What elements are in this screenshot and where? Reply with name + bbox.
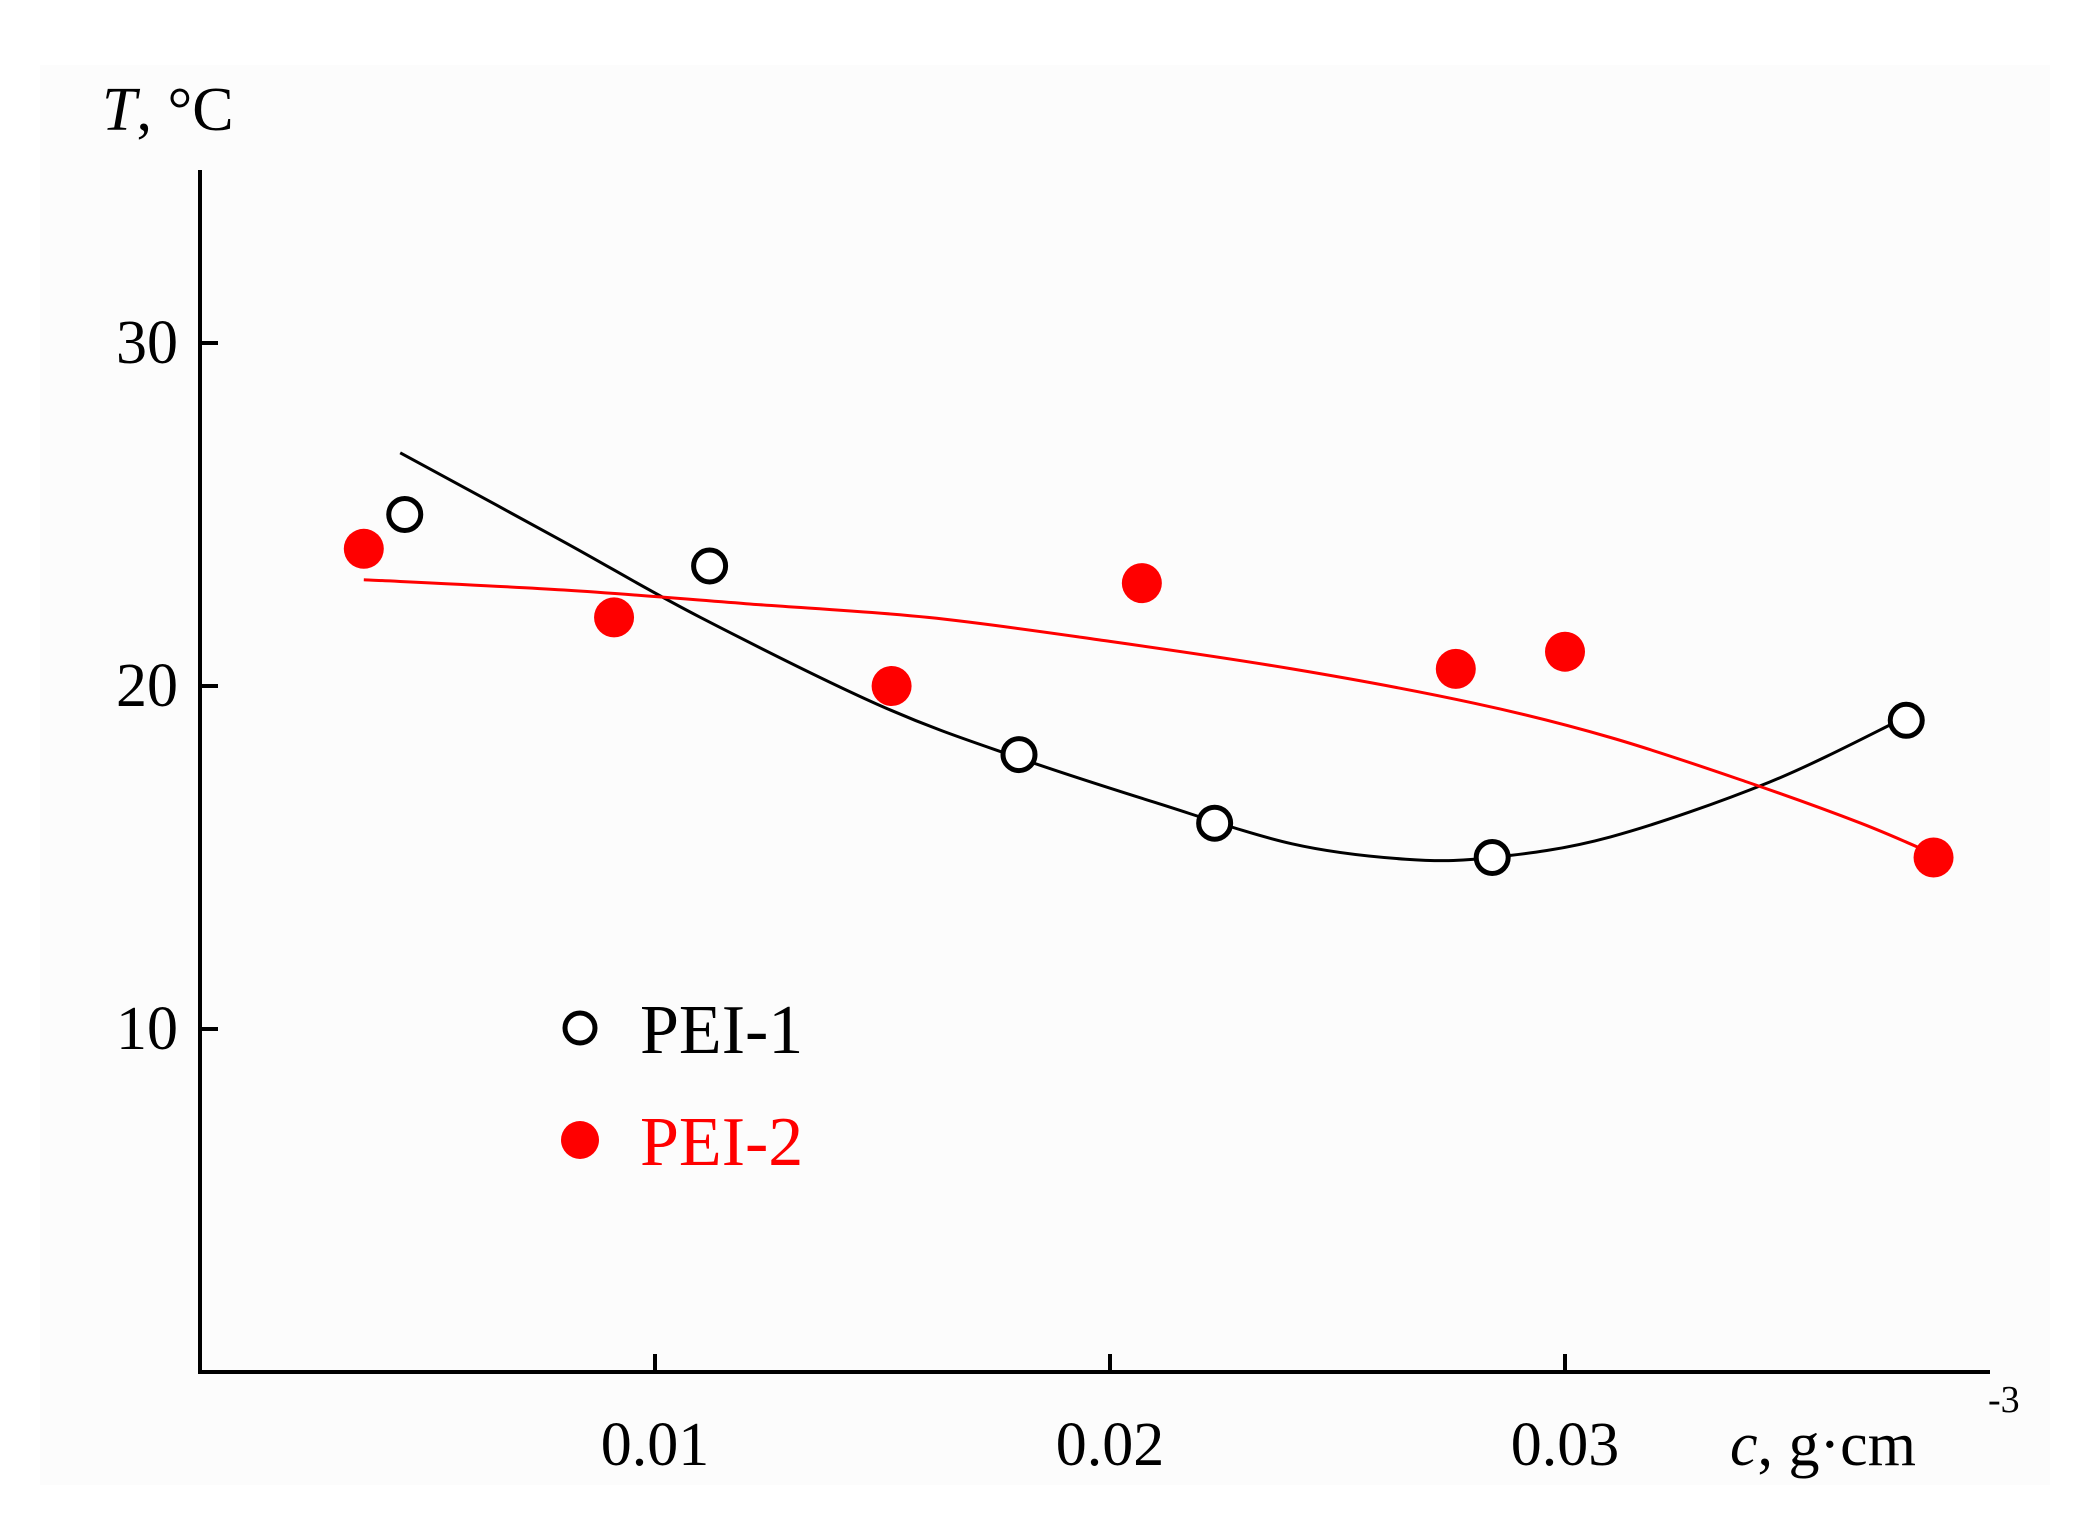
legend-label-pei-2: PEI-2 (640, 1104, 803, 1181)
y-axis-title: T, °C (102, 76, 234, 144)
data-point-pei-1 (691, 547, 729, 585)
data-point-pei-1 (1000, 736, 1038, 774)
legend-marker-pei-1 (562, 1010, 598, 1046)
data-point-pei-2 (594, 597, 635, 638)
y-tick-label: 20 (116, 652, 178, 720)
ticks-layer: 0.01 0.02 0.03 10 20 30 (116, 309, 1619, 1479)
data-point-pei-1 (1887, 701, 1925, 739)
y-tick-label: 10 (116, 995, 178, 1063)
y-axis-unit: , °C (136, 76, 233, 144)
x-tick-label: 0.01 (601, 1411, 710, 1479)
x-tick-label: 0.02 (1056, 1411, 1165, 1479)
data-point-pei-2 (871, 666, 912, 706)
x-tick-label: 0.03 (1511, 1411, 1620, 1479)
plot-panel (40, 65, 2050, 1485)
x-axis-var: c (1730, 1411, 1758, 1479)
legend-marker-pei-2 (561, 1121, 599, 1159)
y-axis-var: T (102, 76, 141, 144)
fit-curves-layer (363, 451, 1935, 863)
data-point-pei-1 (1473, 839, 1511, 876)
data-point-pei-1 (386, 496, 424, 533)
data-point-pei-2 (1545, 631, 1585, 672)
x-axis-unit-exponent: -3 (1988, 1379, 2020, 1421)
data-point-pei-1 (1196, 804, 1234, 842)
fit-curve-pei-2 (363, 578, 1935, 856)
data-point-pei-2 (1913, 837, 1954, 878)
legend-label-pei-1: PEI-1 (640, 992, 803, 1069)
legend: PEI-1 PEI-2 (561, 992, 803, 1181)
x-axis-unit: , g·cm (1758, 1411, 1916, 1479)
y-tick-label: 30 (116, 309, 178, 377)
data-point-pei-2 (1435, 648, 1476, 689)
data-point-pei-2 (343, 528, 384, 569)
x-axis-title: c, g·cm (1730, 1411, 1916, 1479)
data-points-layer (343, 496, 1954, 878)
data-point-pei-2 (1121, 563, 1162, 604)
